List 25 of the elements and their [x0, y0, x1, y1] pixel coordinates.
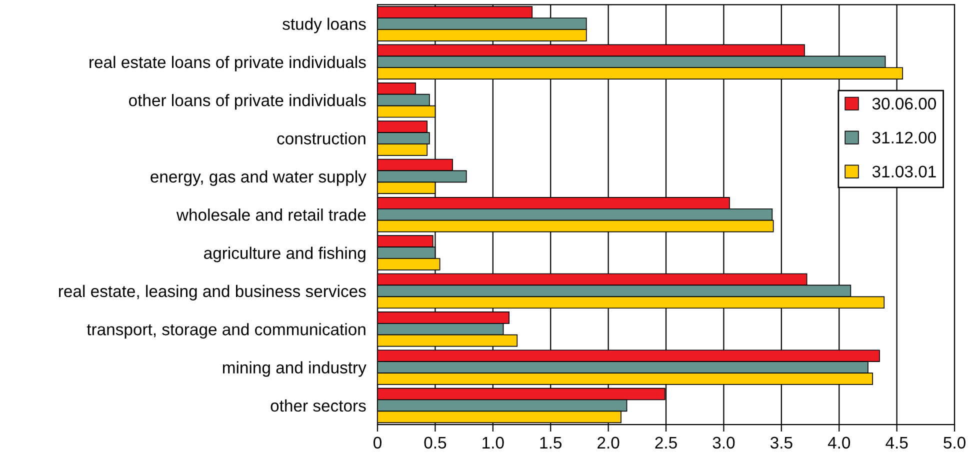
y-tick-label: other loans of private individuals [129, 94, 366, 110]
legend-label: 30.06.00 [872, 98, 936, 110]
y-tick-label: wholesale and retail trade [176, 208, 366, 221]
legend-label: 31.12.00 [872, 132, 936, 144]
x-tick-label: 1.5 [540, 436, 562, 449]
x-tick-label: 2.0 [598, 436, 620, 449]
x-tick-label: 3.5 [770, 436, 792, 449]
y-tick-label: study loans [282, 18, 366, 34]
y-tick-label: real estate, leasing and business services [59, 284, 366, 300]
x-tick-label: 0.5 [424, 436, 446, 449]
x-tick-label: 3.0 [712, 436, 735, 449]
y-tick-label: agriculture and fishing [204, 246, 366, 262]
x-tick-label: 4.0 [828, 436, 850, 449]
y-tick-label: mining and industry [222, 361, 366, 377]
x-tick-label: 4.5 [886, 436, 908, 449]
x-tick-label: 0 [374, 436, 382, 449]
x-tick-label: 2.5 [655, 436, 677, 449]
y-tick-label: energy, gas and water supply [150, 170, 366, 186]
x-tick-label: 5.0 [944, 436, 966, 449]
legend-label: 31.03.01 [872, 166, 936, 178]
y-tick-label: construction [277, 132, 366, 144]
y-tick-label: transport, storage and communication [86, 323, 366, 339]
x-tick-label: 1.0 [482, 436, 504, 449]
y-tick-label: other sectors [270, 399, 366, 412]
y-tick-label: real estate loans of private individuals [90, 56, 366, 72]
